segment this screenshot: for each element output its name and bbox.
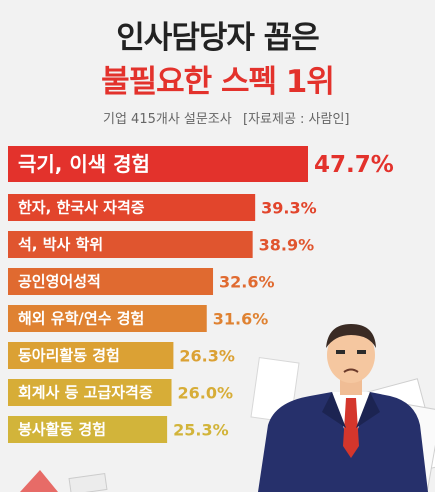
bar-5	[8, 305, 207, 332]
value-label-4: 32.6%	[219, 273, 275, 292]
category-label-1: 극기, 이색 경험	[18, 152, 150, 176]
category-label-7: 회계사 등 고급자격증	[18, 384, 153, 402]
survey-note: 기업 415개사 설문조사	[103, 112, 232, 127]
bar-1	[8, 146, 308, 182]
category-label-2: 한자, 한국사 자격증	[18, 199, 145, 217]
bar-6	[8, 342, 174, 369]
category-label-4: 공인영어성적	[18, 273, 101, 291]
category-label-5: 해외 유학/연수 경험	[18, 310, 144, 328]
bar-chart: 극기, 이색 경험 47.7% 한자, 한국사 자격증 39.3% 석, 박사 학위 38…	[8, 146, 394, 443]
bar-7	[8, 379, 172, 406]
value-label-5: 31.6%	[213, 310, 269, 329]
category-label-3: 석, 박사 학위	[18, 236, 103, 254]
value-label-1: 47.7%	[314, 152, 394, 178]
bar-2	[8, 194, 256, 221]
face	[327, 327, 375, 383]
category-label-6: 동아리활동 경험	[18, 347, 120, 365]
suit-jacket	[258, 392, 428, 492]
category-label-8: 봉사활동 경험	[18, 421, 106, 439]
title-line-1: 인사담당자 꼽은	[116, 20, 319, 56]
floor-decoration	[20, 470, 108, 492]
bar-8	[8, 416, 168, 443]
value-label-6: 26.3%	[179, 347, 235, 366]
businessman-illustration	[250, 324, 435, 492]
value-label-7: 26.0%	[178, 384, 234, 403]
bar-4	[8, 268, 214, 295]
value-label-8: 25.3%	[173, 421, 229, 440]
value-label-2: 39.3%	[261, 199, 317, 218]
necktie	[343, 398, 359, 458]
title-line-2: 불필요한 스펙 1위	[101, 64, 335, 100]
source-note: [자료제공 : 사람인]	[243, 112, 350, 127]
value-label-3: 38.9%	[259, 236, 315, 255]
hair	[326, 324, 376, 348]
bar-3	[8, 231, 253, 258]
